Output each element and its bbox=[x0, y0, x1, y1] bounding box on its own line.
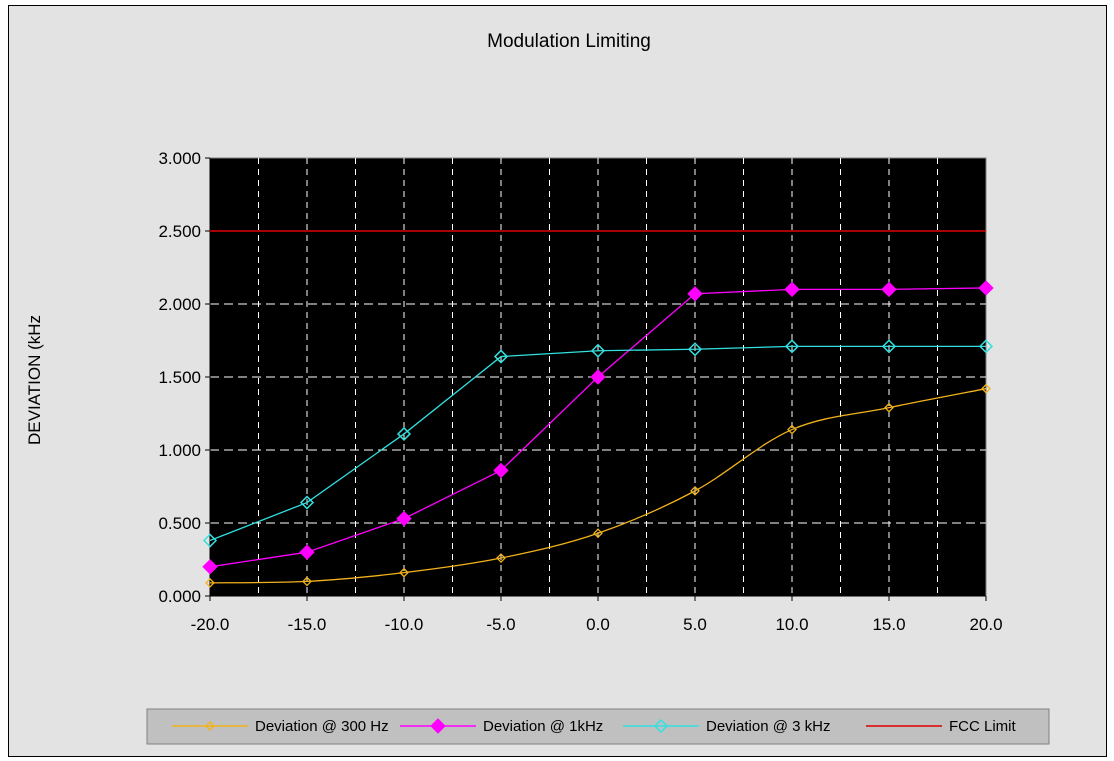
series-deviation-300-hz bbox=[205, 383, 991, 588]
x-tick-label: 20.0 bbox=[969, 615, 1002, 634]
legend-label-fcc-limit: FCC Limit bbox=[949, 718, 1016, 735]
plot-area: 0.000 0.500 1.000 1.500 2.000 2.500 3.000 -20.0… bbox=[158, 149, 1002, 634]
data-point-deviation-300-hz bbox=[593, 528, 603, 539]
data-point-deviation-1khz bbox=[881, 281, 897, 298]
y-tick-label: 2.000 bbox=[158, 295, 201, 314]
data-point-deviation-300-hz bbox=[302, 576, 312, 587]
data-point-deviation-300-hz bbox=[399, 567, 409, 578]
data-point-deviation-1khz bbox=[493, 462, 509, 479]
data-point-deviation-300-hz bbox=[496, 553, 506, 563]
legend-marker-deviation-3-khz bbox=[653, 718, 669, 734]
data-point-deviation-300-hz bbox=[205, 577, 215, 588]
x-tick-label: 5.0 bbox=[683, 615, 707, 634]
data-point-deviation-3-khz bbox=[202, 533, 218, 548]
data-point-deviation-1khz bbox=[590, 369, 606, 385]
data-point-deviation-1khz bbox=[299, 544, 315, 560]
y-tick-label: 1.500 bbox=[158, 368, 201, 387]
data-point-deviation-3-khz bbox=[687, 342, 703, 357]
data-point-deviation-300-hz bbox=[690, 485, 700, 496]
y-tick-label: 2.500 bbox=[158, 222, 201, 241]
y-axis-label: DEVIATION (kHz bbox=[25, 315, 44, 445]
data-point-deviation-1khz bbox=[978, 280, 994, 296]
data-point-deviation-300-hz bbox=[787, 424, 797, 435]
data-point-deviation-1khz bbox=[784, 281, 800, 298]
data-point-deviation-3-khz bbox=[978, 339, 994, 354]
legend-marker-deviation-300-hz bbox=[205, 721, 215, 731]
data-point-deviation-3-khz bbox=[590, 343, 606, 358]
x-tick-label: -5.0 bbox=[486, 615, 515, 634]
chart-frame: Modulation Limiting DEVIATION (kHz 0.000… bbox=[8, 5, 1107, 757]
data-point-deviation-3-khz bbox=[493, 349, 509, 364]
series-line-deviation-3-khz bbox=[209, 345, 986, 542]
data-point-deviation-3-khz bbox=[881, 339, 897, 354]
data-point-deviation-3-khz bbox=[396, 426, 412, 442]
data-point-deviation-300-hz bbox=[981, 383, 991, 394]
y-tick-labels: 0.000 0.500 1.000 1.500 2.000 2.500 3.000 bbox=[158, 149, 210, 606]
series-deviation-1khz bbox=[202, 280, 994, 575]
x-tick-label: -10.0 bbox=[385, 615, 424, 634]
y-tick-label: 3.000 bbox=[158, 149, 201, 168]
x-tick-label: -20.0 bbox=[191, 615, 230, 634]
data-point-deviation-3-khz bbox=[784, 339, 800, 354]
x-tick-label: 10.0 bbox=[775, 615, 808, 634]
series-line-deviation-300-hz bbox=[209, 388, 987, 584]
legend-label-deviation-300-hz: Deviation @ 300 Hz bbox=[255, 718, 389, 735]
y-tick-label: 1.000 bbox=[158, 441, 201, 460]
chart-title: Modulation Limiting bbox=[487, 31, 651, 52]
legend: Deviation @ 300 Hz Deviation @ 1kHz Deviat… bbox=[146, 708, 1050, 745]
data-point-deviation-3-khz bbox=[299, 495, 315, 510]
legend-marker-deviation-1khz bbox=[430, 718, 446, 734]
data-point-deviation-1khz bbox=[396, 510, 412, 527]
y-tick-label: 0.500 bbox=[158, 514, 201, 533]
data-point-deviation-1khz bbox=[202, 559, 218, 575]
x-tick-label: -15.0 bbox=[288, 615, 327, 634]
modulation-limiting-chart: Modulation Limiting DEVIATION (kHz 0.000… bbox=[25, 31, 1050, 745]
x-tick-label: 0.0 bbox=[586, 615, 610, 634]
data-point-deviation-1khz bbox=[687, 286, 703, 302]
data-point-deviation-300-hz bbox=[884, 402, 894, 413]
legend-label-deviation-3-khz: Deviation @ 3 kHz bbox=[706, 718, 830, 735]
x-tick-label: 15.0 bbox=[872, 615, 905, 634]
series-deviation-3-khz bbox=[202, 339, 994, 548]
y-tick-label: 0.000 bbox=[158, 587, 201, 606]
legend-label-deviation-1khz: Deviation @ 1kHz bbox=[483, 718, 603, 735]
x-tick-labels: -20.0 -15.0 -10.0 -5.0 0.0 5.0 10.0 15.0 20.0 bbox=[191, 596, 1003, 634]
